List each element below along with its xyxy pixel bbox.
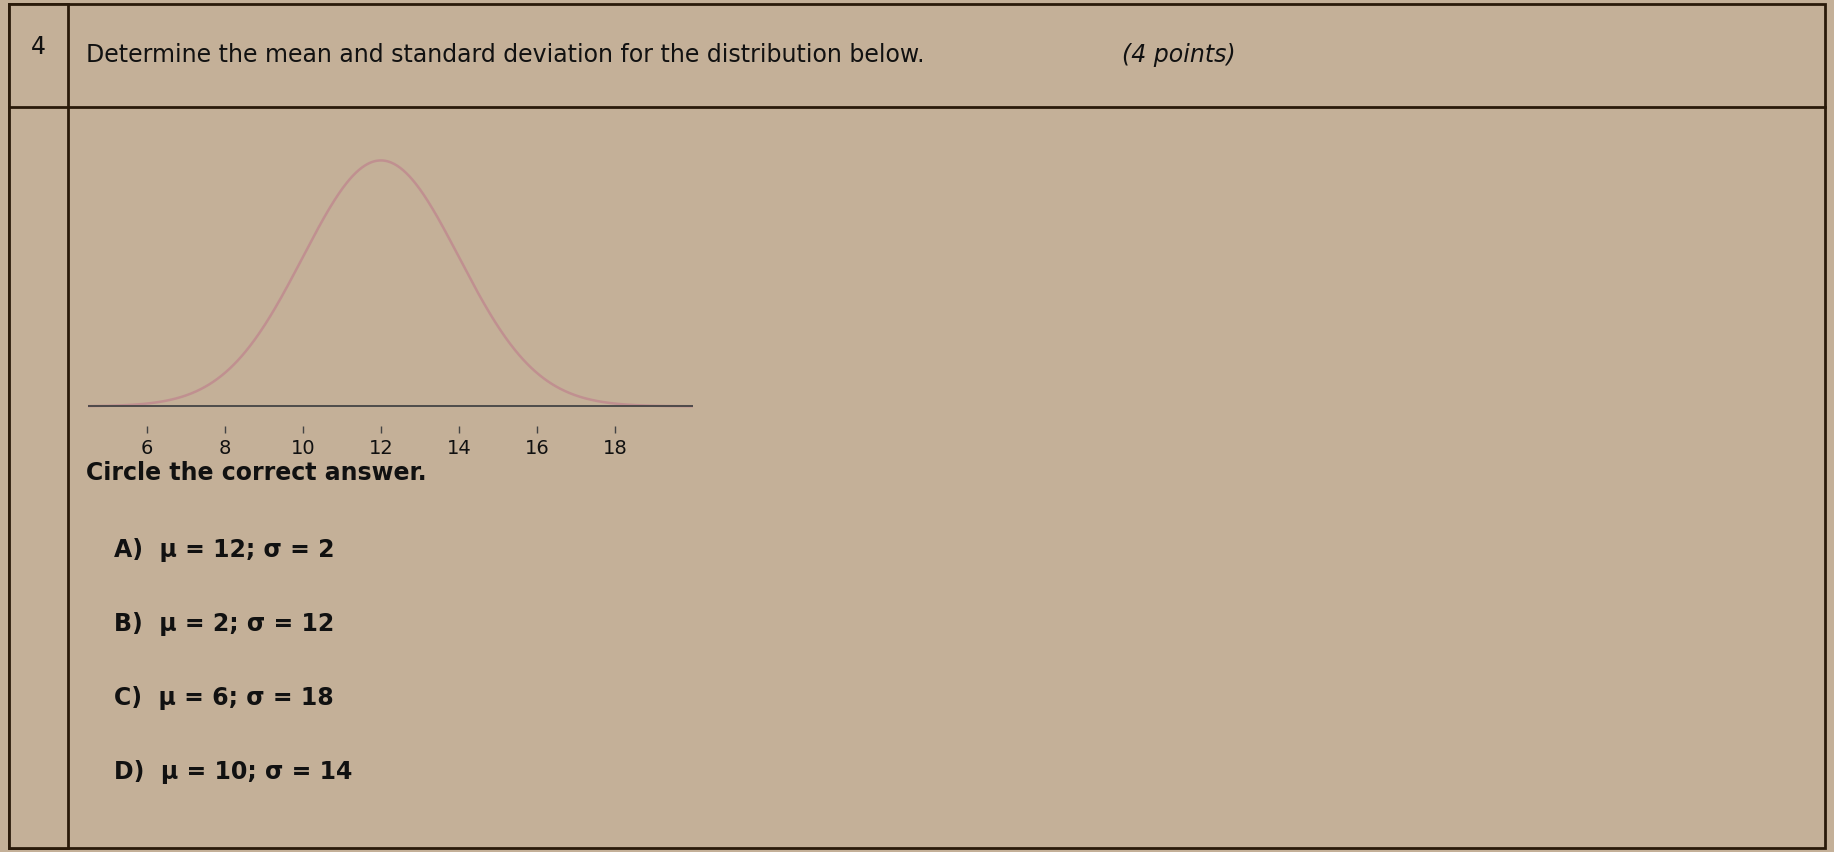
Text: Determine the mean and standard deviation for the distribution below.: Determine the mean and standard deviatio… bbox=[86, 43, 932, 67]
Text: A)  μ = 12; σ = 2: A) μ = 12; σ = 2 bbox=[114, 538, 334, 561]
Text: Circle the correct answer.: Circle the correct answer. bbox=[86, 461, 427, 485]
Text: D)  μ = 10; σ = 14: D) μ = 10; σ = 14 bbox=[114, 760, 352, 784]
Text: C)  μ = 6; σ = 18: C) μ = 6; σ = 18 bbox=[114, 686, 334, 710]
Text: 4: 4 bbox=[31, 35, 46, 59]
Text: B)  μ = 2; σ = 12: B) μ = 2; σ = 12 bbox=[114, 612, 334, 636]
Bar bbox=[9, 4, 68, 848]
Text: (4 points): (4 points) bbox=[1122, 43, 1236, 67]
